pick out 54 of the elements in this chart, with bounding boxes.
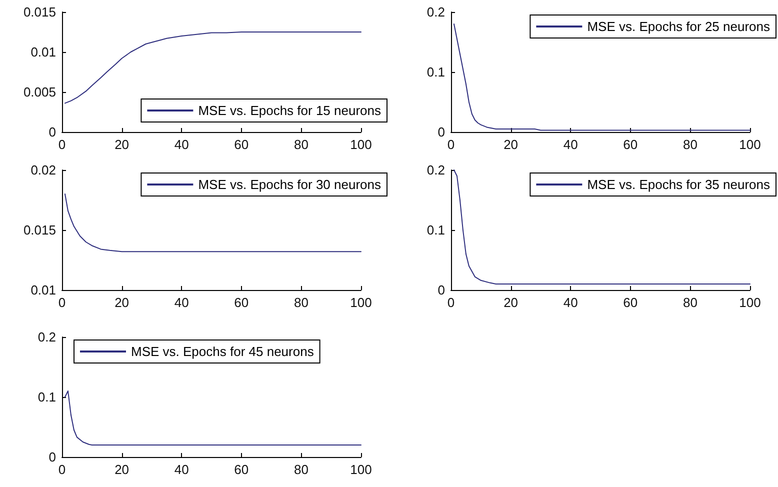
y-tick-label: 0 bbox=[438, 124, 445, 140]
x-tick-label: 20 bbox=[504, 137, 518, 152]
x-tick-label: 60 bbox=[234, 137, 249, 152]
x-tick-label: 60 bbox=[623, 137, 638, 152]
x-tick-label: 40 bbox=[563, 137, 578, 152]
x-tick-label: 0 bbox=[447, 137, 455, 152]
line-series bbox=[64, 194, 362, 252]
x-tick-label: 100 bbox=[350, 295, 372, 310]
x-tick-label: 80 bbox=[294, 462, 308, 477]
y-tick-label: 0.2 bbox=[426, 162, 445, 178]
y-tick-label: 0 bbox=[48, 124, 56, 140]
y-tick-label: 0.015 bbox=[23, 4, 56, 20]
x-tick-label: 100 bbox=[350, 137, 372, 152]
x-tick-label: 40 bbox=[563, 295, 578, 310]
y-tick-label: 0 bbox=[438, 282, 445, 298]
x-tick-label: 80 bbox=[682, 137, 698, 152]
y-tick-label: 0.1 bbox=[38, 390, 56, 404]
x-tick-label: 0 bbox=[58, 137, 66, 152]
y-tick-label: 0.2 bbox=[426, 4, 445, 20]
y-tick-label: 0.1 bbox=[426, 64, 445, 80]
x-tick-label: 40 bbox=[174, 137, 189, 152]
y-tick-label: 0.2 bbox=[38, 330, 56, 344]
x-tick-label: 60 bbox=[234, 462, 249, 477]
x-tick-label: 80 bbox=[682, 295, 698, 310]
legend-label: MSE vs. Epochs for 25 neurons bbox=[587, 19, 770, 34]
line-series bbox=[64, 32, 362, 104]
x-tick-label: 60 bbox=[234, 295, 249, 310]
x-tick-label: 20 bbox=[114, 295, 130, 310]
x-tick-label: 0 bbox=[58, 295, 66, 310]
line-series bbox=[64, 390, 362, 446]
y-tick-label: 0.005 bbox=[23, 84, 56, 100]
y-tick-label: 0.015 bbox=[23, 222, 56, 238]
legend-label: MSE vs. Epochs for 45 neurons bbox=[131, 344, 314, 359]
x-tick-label: 0 bbox=[447, 295, 455, 310]
x-tick-label: 100 bbox=[739, 137, 761, 152]
x-tick-label: 100 bbox=[739, 295, 761, 310]
y-tick-label: 0 bbox=[48, 450, 56, 464]
x-tick-label: 80 bbox=[294, 295, 308, 310]
x-tick-label: 40 bbox=[174, 295, 189, 310]
x-tick-label: 80 bbox=[294, 137, 308, 152]
legend-label: MSE vs. Epochs for 15 neurons bbox=[198, 103, 382, 118]
x-tick-label: 100 bbox=[350, 462, 372, 477]
x-tick-label: 40 bbox=[174, 462, 189, 477]
x-tick-label: 20 bbox=[504, 295, 518, 310]
x-tick-label: 20 bbox=[114, 137, 130, 152]
legend-label: MSE vs. Epochs for 35 neurons bbox=[587, 177, 770, 192]
x-tick-label: 60 bbox=[623, 295, 638, 310]
y-tick-label: 0.01 bbox=[30, 44, 56, 60]
legend-label: MSE vs. Epochs for 30 neurons bbox=[198, 177, 382, 192]
x-tick-label: 0 bbox=[58, 462, 66, 477]
y-tick-label: 0.1 bbox=[426, 222, 445, 238]
x-tick-label: 20 bbox=[114, 462, 130, 477]
y-tick-label: 0.02 bbox=[30, 162, 56, 178]
y-tick-label: 0.01 bbox=[30, 282, 56, 298]
